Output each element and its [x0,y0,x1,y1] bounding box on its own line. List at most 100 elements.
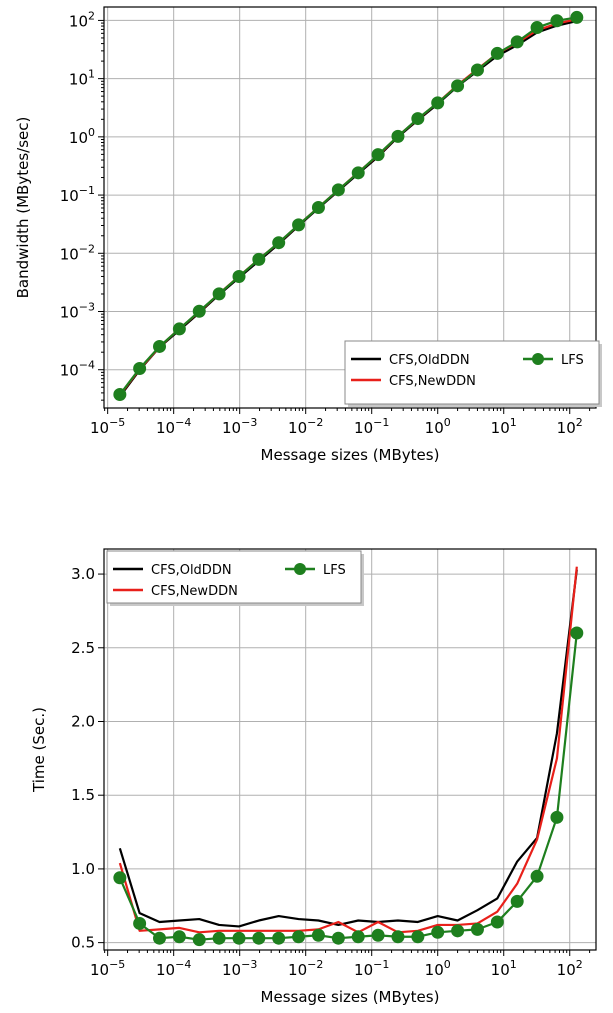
legend-marker [294,563,306,575]
legend-label: CFS,OldDDN [151,563,232,578]
legend-box [106,550,362,604]
series-line [118,566,578,934]
data-point [252,931,266,945]
x-tick-label: 10−3 [222,958,257,979]
legend: CFS,OldDDN CFS,NewDDN LFS [344,340,602,407]
data-point [490,915,504,929]
data-point [153,339,167,353]
x-tick-label: 10−2 [288,958,323,979]
series-line [118,18,578,396]
data-point [411,930,425,944]
x-tick-label: 102 [557,416,583,437]
x-tick-label: 100 [425,416,451,437]
y-tick-label: 100 [69,126,95,147]
data-point [292,930,306,944]
x-axis-label: Message sizes (MBytes) [261,446,440,464]
data-point [272,931,286,945]
x-tick-label: 10−5 [90,416,125,437]
series-lfs [113,10,584,402]
legend-label: CFS,NewDDN [151,584,238,599]
data-point [113,871,127,885]
y-axis-label: Bandwidth (MBytes/sec) [14,117,32,299]
data-point [451,924,465,938]
legend-box [344,340,600,405]
data-point [232,270,246,284]
data-point [192,933,206,947]
data-point [510,35,524,49]
y-tick-label: 3.0 [71,565,95,583]
data-point [331,931,345,945]
y-tick-label: 2.5 [71,639,95,657]
data-point [391,930,405,944]
x-tick-label: 10−3 [222,416,257,437]
data-point [252,252,266,266]
series-cfs-newddn [118,566,578,934]
series-line [118,569,578,928]
plot-area [113,566,584,947]
data-point [133,916,147,930]
series-line [118,632,578,941]
legend-label: CFS,NewDDN [389,374,476,389]
data-point [431,96,445,110]
data-point [172,930,186,944]
y-tick-label: 101 [69,68,95,89]
x-tick-label: 10−2 [288,416,323,437]
series-cfs-oldddn [118,20,578,398]
legend-marker [532,353,544,365]
x-axis: 10−5 10−4 10−3 10−2 10−1 100 101 102 [90,408,583,437]
data-point [431,925,445,939]
plot-frame [103,6,597,409]
data-point [530,869,544,883]
bandwidth-chart: 10−5 10−4 10−3 10−2 10−1 100 101 10210−410−310−… [14,6,602,464]
plot-frame [103,548,597,951]
data-point [351,166,365,180]
series-cfs-newddn [118,18,578,396]
y-tick-label: 102 [69,9,95,30]
data-point [272,236,286,250]
y-tick-label: 0.5 [71,934,95,952]
series-line [118,20,578,398]
plot-area [113,10,584,402]
data-point [212,931,226,945]
y-tick-label: 10−1 [60,184,95,205]
grid [104,549,596,950]
data-point [133,361,147,375]
series-lfs [113,626,584,947]
data-point [371,928,385,942]
x-tick-label: 10−5 [90,958,125,979]
x-tick-label: 102 [557,958,583,979]
data-point [451,79,465,93]
x-axis-label: Message sizes (MBytes) [261,988,440,1006]
x-tick-label: 10−1 [354,958,389,979]
y-tick-label: 10−2 [60,242,95,263]
x-tick-label: 101 [491,958,517,979]
y-axis: 10−4 10−3 10−2 10−1 100 101 102 [60,9,104,380]
y-axis-label: Time (Sec.) [30,707,48,793]
series-line [118,16,577,396]
data-point [232,931,246,945]
series-cfs-oldddn [118,569,578,928]
y-tick-label: 1.0 [71,860,95,878]
data-point [411,112,425,126]
data-point [113,388,127,402]
data-point [331,183,345,197]
data-point [510,894,524,908]
data-point [470,63,484,77]
data-point [212,287,226,301]
x-tick-label: 101 [491,416,517,437]
data-point [550,14,564,28]
grid [104,7,596,408]
data-point [570,10,584,24]
time-chart: 10−5 10−4 10−3 10−2 10−1 100 101 102 0.5 1.0 1.5 2.… [30,548,597,1006]
data-point [311,201,325,215]
y-tick-label: 1.5 [71,786,95,804]
y-tick-label: 10−4 [60,359,95,380]
x-tick-label: 10−4 [156,958,191,979]
data-point [192,304,206,318]
data-point [530,21,544,35]
data-point [311,928,325,942]
data-point [153,931,167,945]
legend-label: LFS [323,563,346,578]
x-tick-label: 10−1 [354,416,389,437]
